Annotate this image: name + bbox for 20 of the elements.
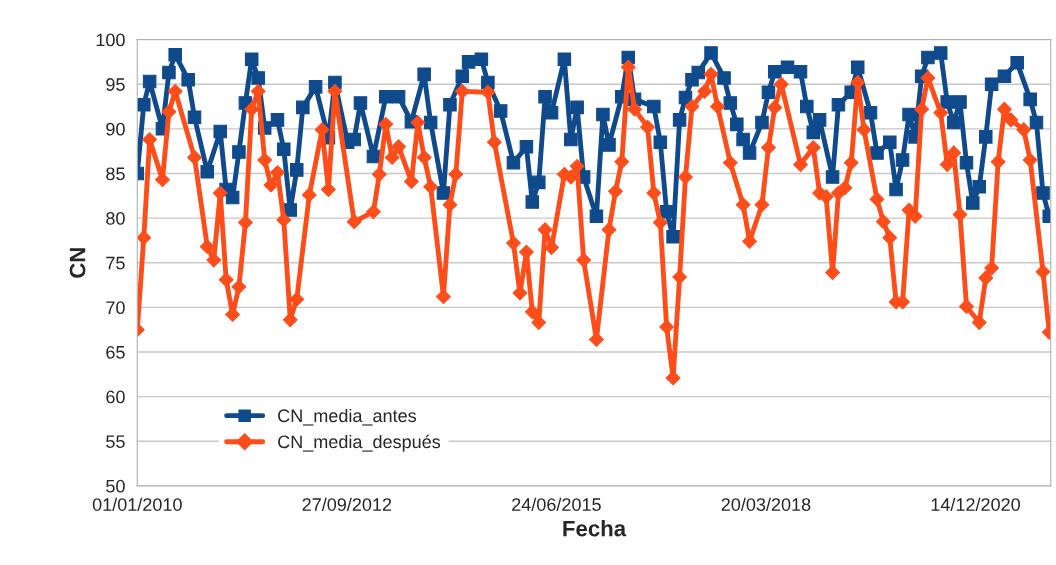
legend-label: CN_media_antes — [278, 408, 417, 426]
y-tick-label: 65 — [106, 345, 125, 359]
x-axis-title: Fecha — [563, 520, 627, 537]
x-tick-label: 14/12/2020 — [931, 497, 1020, 511]
x-tick-label: 24/06/2015 — [512, 497, 601, 511]
x-tick-label: 01/01/2010 — [92, 497, 182, 511]
y-tick-label: 95 — [106, 78, 125, 91]
y-tick-label: 100 — [96, 33, 125, 47]
y-tick-label: 75 — [106, 256, 125, 270]
y-tick-label: 70 — [106, 301, 125, 315]
x-tick-label: 27/09/2012 — [302, 497, 392, 511]
y-tick-label: 50 — [106, 479, 125, 493]
y-tick-label: 85 — [106, 167, 125, 181]
y-tick-label: 55 — [106, 435, 125, 448]
y-tick-label: 80 — [106, 212, 125, 225]
y-tick-label: 60 — [106, 390, 125, 404]
x-tick-label: 20/03/2018 — [721, 497, 811, 511]
legend-label: CN_media_después — [278, 434, 441, 452]
y-tick-label: 90 — [106, 122, 125, 136]
y-axis-title: CN — [69, 248, 86, 278]
